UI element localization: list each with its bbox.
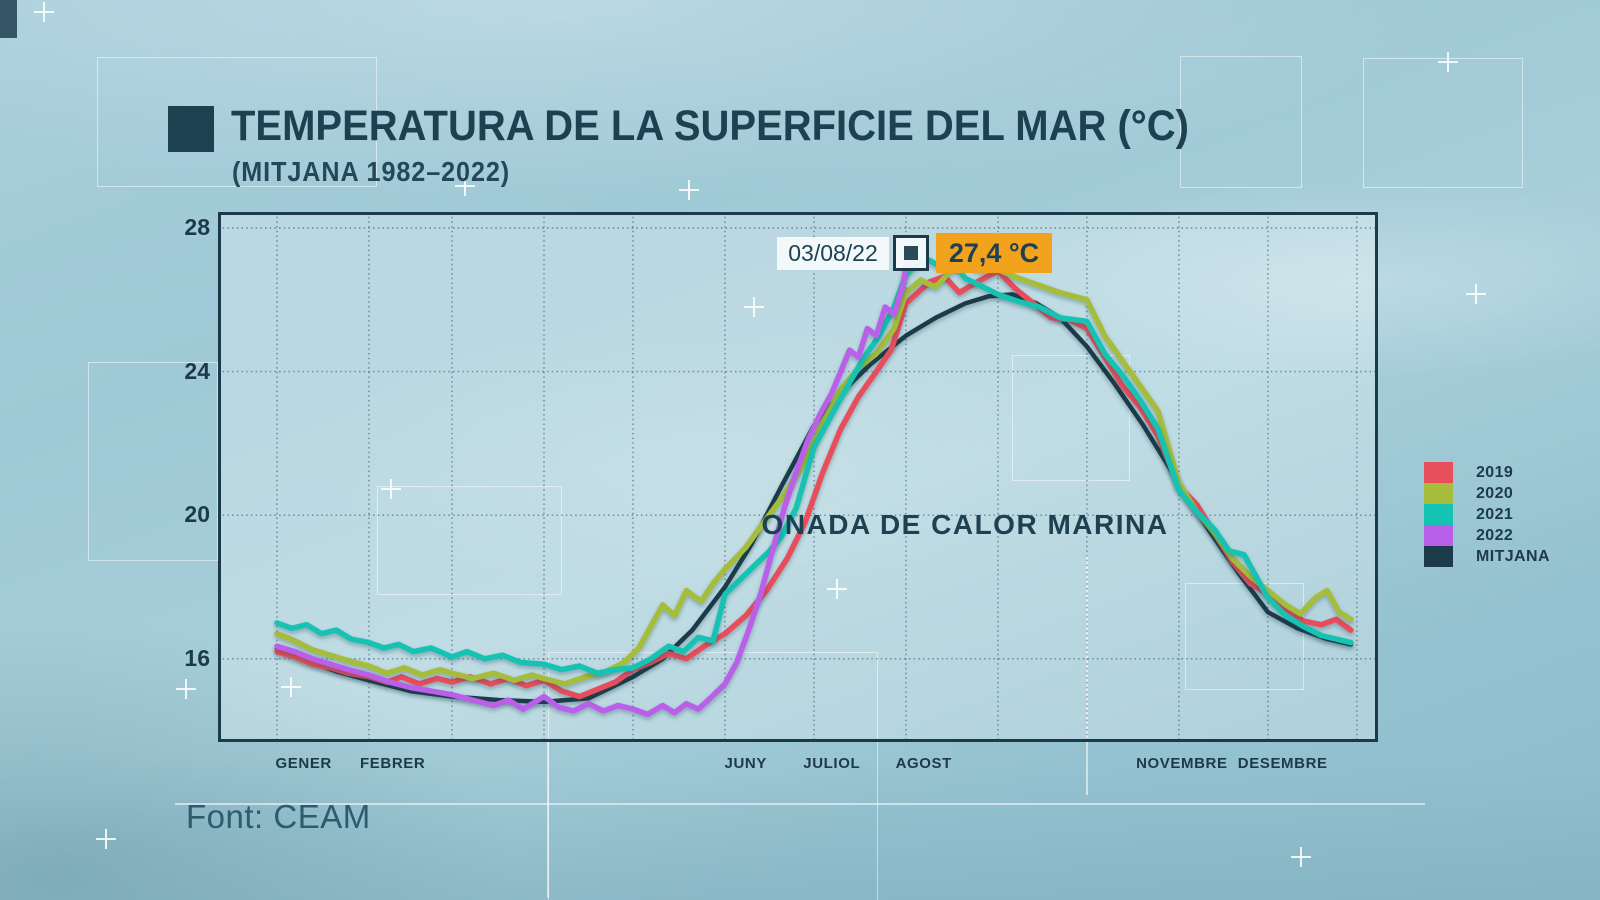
series-line-2022 <box>274 246 915 718</box>
y-tick-label-28: 28 <box>184 214 210 240</box>
deco-rect <box>1180 56 1302 188</box>
plus-mark-icon <box>1291 847 1311 867</box>
chart-legend: 2019 2020 2021 2022 MITJANA <box>1424 462 1550 567</box>
x-tick-label-desembre: DESEMBRE <box>1237 755 1328 772</box>
x-tick-label-juny: JUNY <box>724 755 767 772</box>
y-tick-label-20: 20 <box>184 501 210 528</box>
plus-mark-icon <box>281 677 301 697</box>
deco-rect <box>548 652 878 900</box>
plus-mark-icon <box>827 579 847 599</box>
plus-mark-icon <box>1438 52 1458 72</box>
x-tick-label-febrer: FEBRER <box>360 755 426 772</box>
annotation-value-label: 27,4 °C <box>936 233 1052 273</box>
source-credit: Font: CEAM <box>186 798 371 835</box>
legend-label: 2022 <box>1476 526 1514 544</box>
legend-label: 2019 <box>1476 463 1514 481</box>
deco-rect <box>377 486 562 595</box>
plus-mark-icon <box>96 829 116 849</box>
plus-mark-icon <box>455 176 475 196</box>
deco-rect <box>97 57 377 187</box>
legend-swatch-mitjana <box>1424 546 1453 567</box>
title-bullet-square-icon <box>168 106 214 152</box>
series-line-2021 <box>274 257 1354 676</box>
deco-rect <box>88 362 218 561</box>
legend-swatch-2019 <box>1424 462 1453 483</box>
deco-line <box>547 742 549 898</box>
deco-line <box>175 803 1425 805</box>
temperature-line-chart <box>218 212 1378 742</box>
deco-rect <box>1363 58 1523 188</box>
corner-chip <box>0 0 17 38</box>
page-title: TEMPERATURA DE LA SUPERFICIE DEL MAR (°C… <box>231 102 1189 150</box>
legend-item-mitjana: MITJANA <box>1424 546 1550 567</box>
marker-dot-icon <box>904 246 918 260</box>
page-subtitle: (MITJANA 1982–2022) <box>232 156 511 187</box>
plus-mark-icon <box>176 679 196 699</box>
heatwave-note: ONADA DE CALOR MARINA <box>761 509 1169 540</box>
legend-item-2019: 2019 <box>1424 462 1550 483</box>
legend-item-2021: 2021 <box>1424 504 1550 525</box>
plus-mark-icon <box>381 479 401 499</box>
x-tick-label-novembre: NOVEMBRE <box>1136 755 1228 772</box>
annotation-date-label: 03/08/22 <box>777 237 889 270</box>
deco-rect <box>1012 355 1130 481</box>
legend-item-2022: 2022 <box>1424 525 1550 546</box>
legend-swatch-2020 <box>1424 483 1453 504</box>
y-tick-label-16: 16 <box>184 644 210 671</box>
plus-mark-icon <box>744 297 764 317</box>
x-tick-label-agost: AGOST <box>895 755 952 772</box>
chart-plot-area: 2019 2020 2021 2022 MITJANA <box>218 212 1550 742</box>
x-tick-label-gener: GENER <box>275 755 332 772</box>
highlight-marker-icon <box>893 235 929 271</box>
legend-label: MITJANA <box>1476 547 1550 565</box>
plus-mark-icon <box>34 2 54 22</box>
legend-label: 2020 <box>1476 484 1514 502</box>
deco-line <box>1086 555 1088 795</box>
legend-swatch-2022 <box>1424 525 1453 546</box>
legend-swatch-2021 <box>1424 504 1453 525</box>
x-tick-label-juliol: JULIOL <box>803 755 861 772</box>
legend-item-2020: 2020 <box>1424 483 1550 504</box>
y-tick-label-24: 24 <box>184 357 210 384</box>
plus-mark-icon <box>679 180 699 200</box>
plus-mark-icon <box>1466 284 1486 304</box>
legend-label: 2021 <box>1476 505 1514 523</box>
